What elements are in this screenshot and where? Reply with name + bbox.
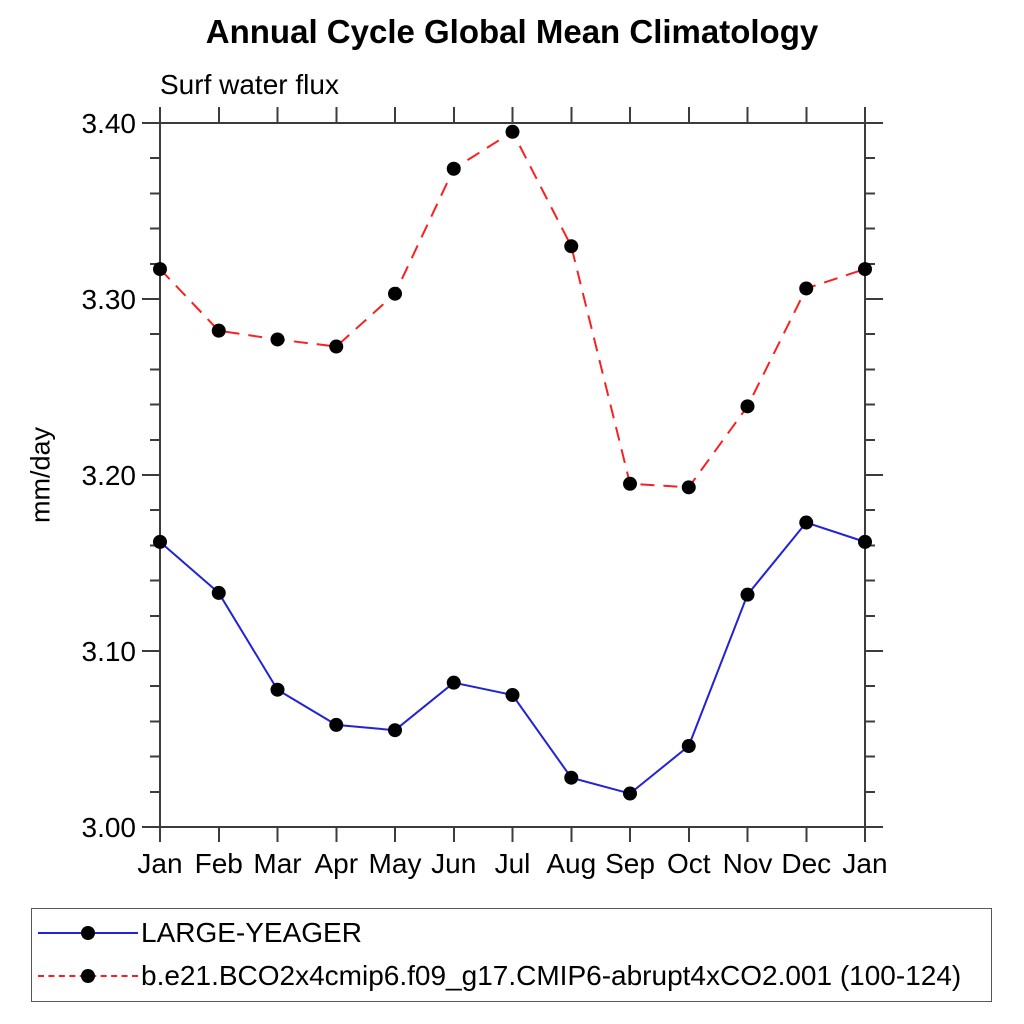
data-point-marker-large-yeager bbox=[270, 682, 285, 697]
data-point-marker-cmip6-abrupt4xco2 bbox=[681, 480, 696, 495]
data-point-marker-cmip6-abrupt4xco2 bbox=[270, 332, 285, 347]
y-tick-label: 3.30 bbox=[82, 284, 137, 315]
x-tick-label: May bbox=[369, 848, 422, 879]
data-point-marker-cmip6-abrupt4xco2 bbox=[153, 262, 167, 277]
y-tick-label: 3.40 bbox=[82, 108, 137, 139]
x-tick-label: Mar bbox=[253, 848, 301, 879]
x-tick-label: Apr bbox=[314, 848, 358, 879]
legend-marker-dot-icon bbox=[81, 969, 95, 983]
legend-item-large-yeager: LARGE-YEAGER bbox=[32, 917, 362, 948]
plot-border bbox=[159, 122, 866, 828]
data-point-marker-cmip6-abrupt4xco2 bbox=[623, 476, 637, 491]
data-point-marker-large-yeager bbox=[623, 786, 637, 801]
series-cmip6-abrupt4xco2 bbox=[153, 124, 872, 495]
y-tick-label: 3.00 bbox=[82, 812, 137, 843]
legend-marker-dot-icon bbox=[81, 926, 95, 940]
series-large-yeager bbox=[153, 515, 872, 801]
data-point-marker-large-yeager bbox=[153, 534, 167, 549]
tick-labels: Jan Feb Mar Apr May Jun Jul Aug Sep Oct Nov Dec Jan3… bbox=[82, 108, 888, 879]
x-tick-label: Oct bbox=[667, 848, 711, 879]
data-point-marker-cmip6-abrupt4xco2 bbox=[211, 323, 226, 338]
x-tick-label: Jun bbox=[431, 848, 476, 879]
data-point-marker-large-yeager bbox=[505, 688, 520, 702]
data-point-marker-cmip6-abrupt4xco2 bbox=[740, 399, 755, 414]
data-point-marker-large-yeager bbox=[211, 585, 226, 600]
data-point-marker-large-yeager bbox=[446, 675, 461, 690]
legend: LARGE-YEAGER b.e21.BCO2x4cmip6.f09_g17.C… bbox=[31, 908, 992, 1002]
legend-item-cmip6-abrupt4xco2: b.e21.BCO2x4cmip6.f09_g17.CMIP6-abrupt4x… bbox=[32, 960, 962, 991]
data-point-marker-cmip6-abrupt4xco2 bbox=[388, 286, 402, 301]
x-tick-label: Dec bbox=[781, 848, 831, 879]
data-point-marker-cmip6-abrupt4xco2 bbox=[329, 339, 344, 354]
data-point-marker-large-yeager bbox=[740, 587, 755, 602]
legend-label: b.e21.BCO2x4cmip6.f09_g17.CMIP6-abrupt4x… bbox=[141, 960, 962, 991]
data-point-marker-cmip6-abrupt4xco2 bbox=[858, 262, 872, 277]
series-line-large-yeager bbox=[159, 521, 866, 795]
series-line-cmip6-abrupt4xco2 bbox=[159, 130, 866, 489]
chart-title: Annual Cycle Global Mean Climatology bbox=[205, 13, 819, 50]
legend-sample-solid-line bbox=[38, 919, 138, 947]
x-tick-label: Sep bbox=[605, 848, 655, 879]
chart-subtitle: Surf water flux bbox=[160, 69, 339, 100]
y-tick-label: 3.20 bbox=[82, 460, 137, 491]
data-point-marker-large-yeager bbox=[329, 717, 344, 732]
data-point-marker-large-yeager bbox=[858, 534, 872, 549]
data-point-marker-large-yeager bbox=[799, 515, 814, 530]
x-tick-label: Jan bbox=[842, 848, 887, 879]
x-tick-label: Feb bbox=[195, 848, 243, 879]
legend-sample-dashed-line bbox=[38, 962, 138, 990]
axes bbox=[142, 107, 883, 842]
legend-label: LARGE-YEAGER bbox=[141, 917, 362, 948]
x-tick-label: Nov bbox=[723, 848, 773, 879]
data-point-marker-large-yeager bbox=[564, 770, 579, 785]
data-point-marker-large-yeager bbox=[681, 739, 696, 754]
data-point-marker-cmip6-abrupt4xco2 bbox=[446, 161, 461, 176]
x-tick-label: Aug bbox=[546, 848, 596, 879]
data-point-marker-cmip6-abrupt4xco2 bbox=[799, 281, 814, 296]
x-tick-label: Jan bbox=[137, 848, 182, 879]
data-point-marker-cmip6-abrupt4xco2 bbox=[564, 239, 579, 254]
x-tick-label: Jul bbox=[495, 848, 531, 879]
data-point-marker-cmip6-abrupt4xco2 bbox=[505, 124, 520, 139]
data-point-marker-large-yeager bbox=[388, 723, 402, 738]
y-tick-label: 3.10 bbox=[82, 636, 137, 667]
